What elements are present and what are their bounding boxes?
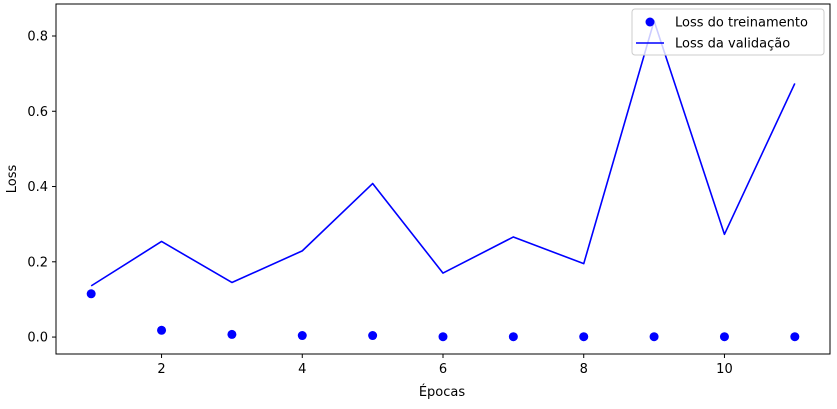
x-tick-label: 2	[157, 362, 165, 377]
legend-marker-icon	[645, 17, 655, 27]
x-tick-label: 10	[716, 362, 733, 377]
series-line-validacao	[90, 20, 796, 287]
x-tick-label: 8	[580, 362, 588, 377]
data-point-treinamento	[297, 331, 307, 341]
data-point-treinamento	[579, 332, 589, 342]
data-point-treinamento	[86, 289, 96, 299]
y-tick-label: 0.2	[27, 255, 48, 270]
data-point-treinamento	[508, 332, 518, 342]
data-point-treinamento	[719, 332, 729, 342]
legend: Loss do treinamento Loss da validação	[631, 8, 825, 56]
y-tick-label: 0.8	[27, 29, 48, 44]
y-axis-title: Loss	[5, 165, 20, 194]
legend-box	[631, 8, 825, 56]
data-point-treinamento	[227, 329, 237, 339]
y-tick-label: 0.4	[27, 180, 48, 195]
y-tick-label: 0.0	[27, 331, 48, 346]
legend-label: Loss da validação	[675, 37, 790, 52]
data-point-treinamento	[157, 325, 167, 335]
y-tick-label: 0.6	[27, 105, 48, 120]
plot-area	[86, 20, 800, 342]
data-point-treinamento	[790, 332, 800, 342]
x-tick-label: 6	[439, 362, 447, 377]
legend-label: Loss do treinamento	[675, 16, 808, 31]
data-point-treinamento	[368, 331, 378, 341]
x-tick-label: 4	[298, 362, 306, 377]
data-point-treinamento	[438, 332, 448, 342]
axes: 2 4 6 8 10 0.0 0.2 0.4 0.6 0.8	[27, 3, 831, 377]
data-point-treinamento	[649, 332, 659, 342]
x-axis-title: Épocas	[419, 384, 466, 400]
